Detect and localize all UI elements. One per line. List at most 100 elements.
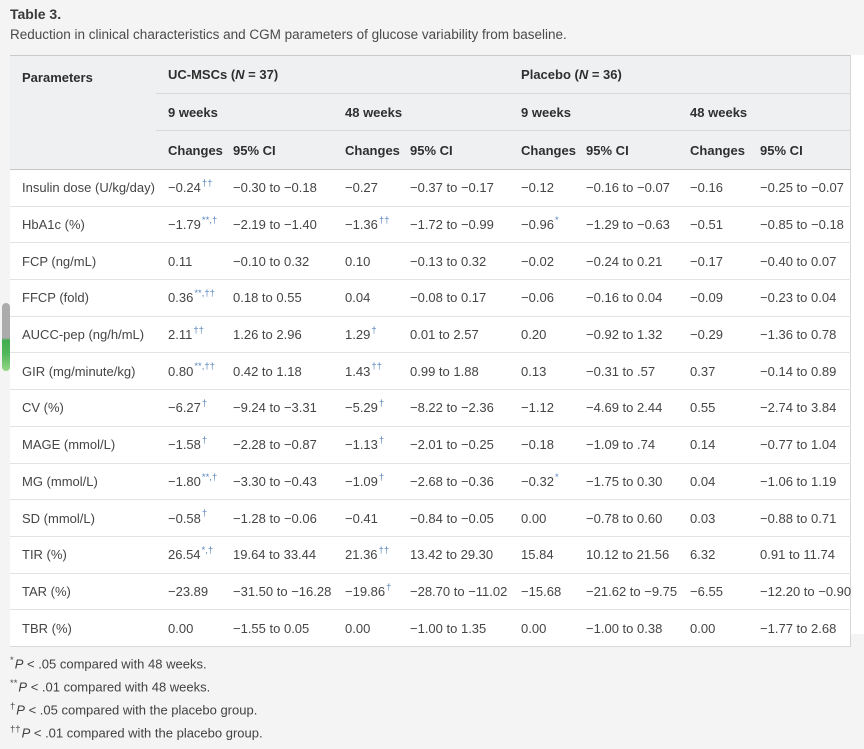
ci-cell: −0.31 to .57 xyxy=(574,352,679,391)
ci-cell: 10.12 to 21.56 xyxy=(574,536,679,574)
group-header-uc-mscs: UC-MSCs (N = 37) xyxy=(156,55,510,94)
footnote-marker-link[interactable]: † xyxy=(201,434,208,446)
changes-cell: −15.68 xyxy=(509,573,575,611)
param-cell: TAR (%) xyxy=(10,573,156,611)
ci-cell: −0.78 to 0.60 xyxy=(574,499,679,537)
footnote-marker-link[interactable]: † xyxy=(386,581,392,593)
ci-cell: −0.25 to −0.07 xyxy=(748,169,851,207)
period-header-ucmscs-48wk: 48 weeks xyxy=(333,93,510,131)
table-row: TBR (%) 0.00 −1.55 to 0.05 0.00 −1.00 to 1.3… xyxy=(10,609,851,647)
changes-cell: −1.58† xyxy=(156,426,221,464)
ci-cell: −1.00 to 1.35 xyxy=(398,609,510,647)
changes-cell: −0.06 xyxy=(509,279,575,317)
footnote-marker-link[interactable]: † xyxy=(378,398,385,410)
changes-header: Changes xyxy=(156,130,223,170)
changes-header: Changes xyxy=(678,130,749,170)
ci-cell: −1.00 to 0.38 xyxy=(574,609,679,647)
footnote-marker-link[interactable]: **,†† xyxy=(194,288,215,300)
changes-cell: −0.32* xyxy=(509,463,575,501)
footnote-marker-link[interactable]: † xyxy=(371,324,377,336)
changes-cell: −0.96* xyxy=(509,206,575,244)
measure-header-row: Changes 95% CI Changes 95% CI Changes 95… xyxy=(10,130,851,170)
scroll-progress-indicator[interactable] xyxy=(2,303,10,371)
group-header-row: Parameters UC-MSCs (N = 37) Placebo (N =… xyxy=(10,55,851,170)
changes-cell: −0.09 xyxy=(678,279,749,317)
footnote-marker-link[interactable]: **,†† xyxy=(194,361,215,373)
changes-cell: −1.80**,† xyxy=(156,463,221,501)
param-cell: TIR (%) xyxy=(10,536,156,574)
changes-cell: 15.84 xyxy=(509,536,575,574)
changes-cell: −6.55 xyxy=(678,573,749,611)
ci-cell: −0.92 to 1.32 xyxy=(574,316,679,354)
footnote-marker-link[interactable]: *,† xyxy=(201,544,214,556)
table-row: FCP (ng/mL) 0.11 −0.10 to 0.32 0.10 −0.13 to… xyxy=(10,242,851,281)
footnote-marker-link[interactable]: †† xyxy=(371,361,382,373)
changes-cell: 0.00 xyxy=(509,499,575,537)
changes-cell: 0.03 xyxy=(678,499,749,537)
changes-cell: −0.12 xyxy=(509,169,575,207)
changes-cell: 0.11 xyxy=(156,242,221,281)
changes-cell: 0.14 xyxy=(678,426,749,464)
ci-cell: 0.18 to 0.55 xyxy=(221,279,333,317)
ci-header: 95% CI xyxy=(574,130,679,170)
param-cell: AUCC-pep (ng/h/mL) xyxy=(10,316,156,354)
ci-cell: −3.30 to −0.43 xyxy=(221,463,333,501)
changes-cell: 0.13 xyxy=(509,352,575,391)
ci-cell: −1.77 to 2.68 xyxy=(748,609,851,647)
param-cell: TBR (%) xyxy=(10,609,156,647)
footnote-marker-link[interactable]: * xyxy=(554,471,559,483)
ci-cell: −0.40 to 0.07 xyxy=(748,242,851,281)
table-row: TIR (%) 26.54*,† 19.64 to 33.44 21.36†† 13.4… xyxy=(10,536,851,574)
changes-cell: −0.17 xyxy=(678,242,749,281)
ci-cell: −0.88 to 0.71 xyxy=(748,499,851,537)
changes-cell: 0.55 xyxy=(678,389,749,427)
changes-cell: −0.51 xyxy=(678,206,749,244)
ci-cell: −2.01 to −0.25 xyxy=(398,426,510,464)
table-container: Parameters UC-MSCs (N = 37) Placebo (N =… xyxy=(10,55,864,647)
footnote-marker-link[interactable]: **,† xyxy=(201,214,218,226)
footnote-line: **P < .01 compared with 48 weeks. xyxy=(10,678,211,695)
changes-cell: −19.86† xyxy=(333,573,398,611)
ci-cell: −8.22 to −2.36 xyxy=(398,389,510,427)
ci-cell: −1.06 to 1.19 xyxy=(748,463,851,501)
footnote-marker-link[interactable]: † xyxy=(378,471,385,483)
footnote-marker-link[interactable]: †† xyxy=(201,178,213,190)
footnote-marker-link[interactable]: † xyxy=(378,434,385,446)
ci-cell: −1.09 to .74 xyxy=(574,426,679,464)
footnote-marker-link[interactable]: † xyxy=(201,398,208,410)
ci-cell: −0.08 to 0.17 xyxy=(398,279,510,317)
param-cell: FFCP (fold) xyxy=(10,279,156,317)
table-row: MAGE (mmol/L) −1.58† −2.28 to −0.87 −1.13† −… xyxy=(10,426,851,464)
table-row: MG (mmol/L) −1.80**,† −3.30 to −0.43 −1.09†… xyxy=(10,463,851,501)
ci-cell: −12.20 to −0.90 xyxy=(748,573,851,611)
ci-cell: −0.23 to 0.04 xyxy=(748,279,851,317)
footnote-marker: * xyxy=(10,655,14,666)
footnote-line: *P < .05 compared with 48 weeks. xyxy=(10,655,207,672)
table-row: AUCC-pep (ng/h/mL) 2.11†† 1.26 to 2.96 1.29… xyxy=(10,316,851,354)
footnote-marker-link[interactable]: †† xyxy=(378,214,390,226)
footnote-marker-link[interactable]: **,† xyxy=(201,471,218,483)
changes-cell: 0.00 xyxy=(333,609,398,647)
footnote-line: ††P < .01 compared with the placebo grou… xyxy=(10,724,263,741)
ci-cell: −1.36 to 0.78 xyxy=(748,316,851,354)
changes-cell: −0.41 xyxy=(333,499,398,537)
footnote-marker-link[interactable]: * xyxy=(554,214,559,226)
changes-cell: 26.54*,† xyxy=(156,536,221,574)
param-cell: Insulin dose (U/kg/day) xyxy=(10,169,156,207)
ci-cell: −0.30 to −0.18 xyxy=(221,169,333,207)
footnote-marker-link[interactable]: †† xyxy=(193,324,204,336)
footnote-marker-link[interactable]: †† xyxy=(378,544,390,556)
ci-cell: −31.50 to −16.28 xyxy=(221,573,333,611)
changes-cell: −6.27† xyxy=(156,389,221,427)
table-body: Insulin dose (U/kg/day) −0.24†† −0.30 to −… xyxy=(10,169,851,647)
table-row: Insulin dose (U/kg/day) −0.24†† −0.30 to −… xyxy=(10,169,851,207)
changes-header: Changes xyxy=(509,130,576,170)
param-cell: SD (mmol/L) xyxy=(10,499,156,537)
changes-cell: 0.37 xyxy=(678,352,749,391)
changes-cell: 21.36†† xyxy=(333,536,398,574)
footnote-marker-link[interactable]: † xyxy=(201,508,208,520)
footnote-marker: ** xyxy=(10,678,18,689)
changes-cell: 0.00 xyxy=(678,609,749,647)
ci-cell: −0.84 to −0.05 xyxy=(398,499,510,537)
changes-cell: 1.43†† xyxy=(333,352,398,391)
